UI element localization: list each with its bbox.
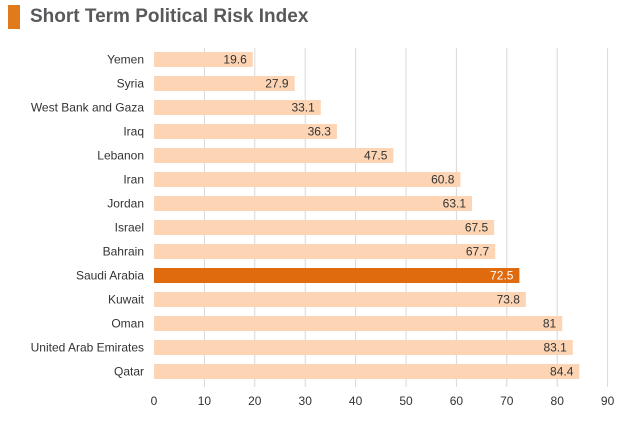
category-label: Israel bbox=[115, 221, 144, 235]
category-label: Oman bbox=[111, 317, 144, 331]
chart-title-block: Short Term Political Risk Index bbox=[8, 4, 308, 30]
bar bbox=[154, 316, 563, 331]
data-label: 67.7 bbox=[466, 245, 490, 259]
chart-title: Short Term Political Risk Index bbox=[30, 6, 309, 27]
title-accent-bar bbox=[8, 5, 20, 29]
x-tick-label: 70 bbox=[500, 394, 514, 408]
x-tick-label: 0 bbox=[151, 394, 158, 408]
x-tick-label: 60 bbox=[450, 394, 464, 408]
bar bbox=[154, 268, 520, 283]
data-label: 83.1 bbox=[543, 341, 567, 355]
category-label: Saudi Arabia bbox=[76, 269, 144, 283]
x-tick-label: 50 bbox=[399, 394, 413, 408]
bar bbox=[154, 292, 526, 307]
bar bbox=[154, 148, 394, 163]
category-label: Qatar bbox=[114, 365, 144, 379]
data-label: 36.3 bbox=[308, 125, 332, 139]
data-label: 33.1 bbox=[291, 101, 315, 115]
category-label: United Arab Emirates bbox=[31, 341, 144, 355]
category-label: Syria bbox=[117, 77, 145, 91]
category-label: Iraq bbox=[123, 125, 144, 139]
bar bbox=[154, 52, 253, 67]
category-label: Jordan bbox=[107, 197, 144, 211]
data-label: 73.8 bbox=[497, 293, 521, 307]
bar bbox=[154, 100, 321, 115]
bar bbox=[154, 220, 495, 235]
category-label: Lebanon bbox=[97, 149, 144, 163]
x-tick-label: 90 bbox=[601, 394, 615, 408]
category-label: West Bank and Gaza bbox=[31, 101, 145, 115]
category-label: Iran bbox=[123, 173, 144, 187]
x-tick-label: 40 bbox=[349, 394, 363, 408]
bars: 19.6 27.933.1 36.3 47.5 60.8 63.1 67.5 67.772.5… bbox=[154, 52, 580, 379]
category-label: Bahrain bbox=[103, 245, 144, 259]
x-tick-label: 30 bbox=[299, 394, 313, 408]
data-label: 27.9 bbox=[265, 77, 289, 91]
data-label: 84.4 bbox=[550, 365, 574, 379]
category-label: Kuwait bbox=[108, 293, 145, 307]
bar bbox=[154, 124, 337, 139]
x-tick-label: 20 bbox=[248, 394, 262, 408]
data-label: 67.5 bbox=[465, 221, 489, 235]
x-tick-label: 10 bbox=[198, 394, 212, 408]
data-label: 19.6 bbox=[223, 53, 247, 67]
bar bbox=[154, 196, 473, 211]
x-tick-label: 80 bbox=[551, 394, 565, 408]
data-label: 72.5 bbox=[490, 269, 514, 283]
bar bbox=[154, 244, 496, 259]
bar bbox=[154, 364, 580, 379]
grid-lines bbox=[203, 48, 609, 387]
bar bbox=[154, 76, 295, 91]
category-label: Yemen bbox=[107, 53, 144, 67]
category-labels: Yemen Syria West Bank and Gaza Iraq Lebanon I… bbox=[31, 53, 145, 379]
x-axis-tick-labels: 0 10 20 30 40 50 60 70 80 90 bbox=[151, 394, 615, 408]
data-label: 47.5 bbox=[364, 149, 388, 163]
data-label: 60.8 bbox=[431, 173, 455, 187]
bar bbox=[154, 340, 573, 355]
data-label: 81 bbox=[543, 317, 557, 331]
data-label: 63.1 bbox=[443, 197, 467, 211]
bar bbox=[154, 172, 461, 187]
